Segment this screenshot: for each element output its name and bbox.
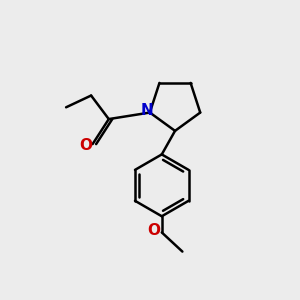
Text: O: O [80,138,93,153]
Text: N: N [141,103,154,118]
Text: O: O [147,224,160,238]
